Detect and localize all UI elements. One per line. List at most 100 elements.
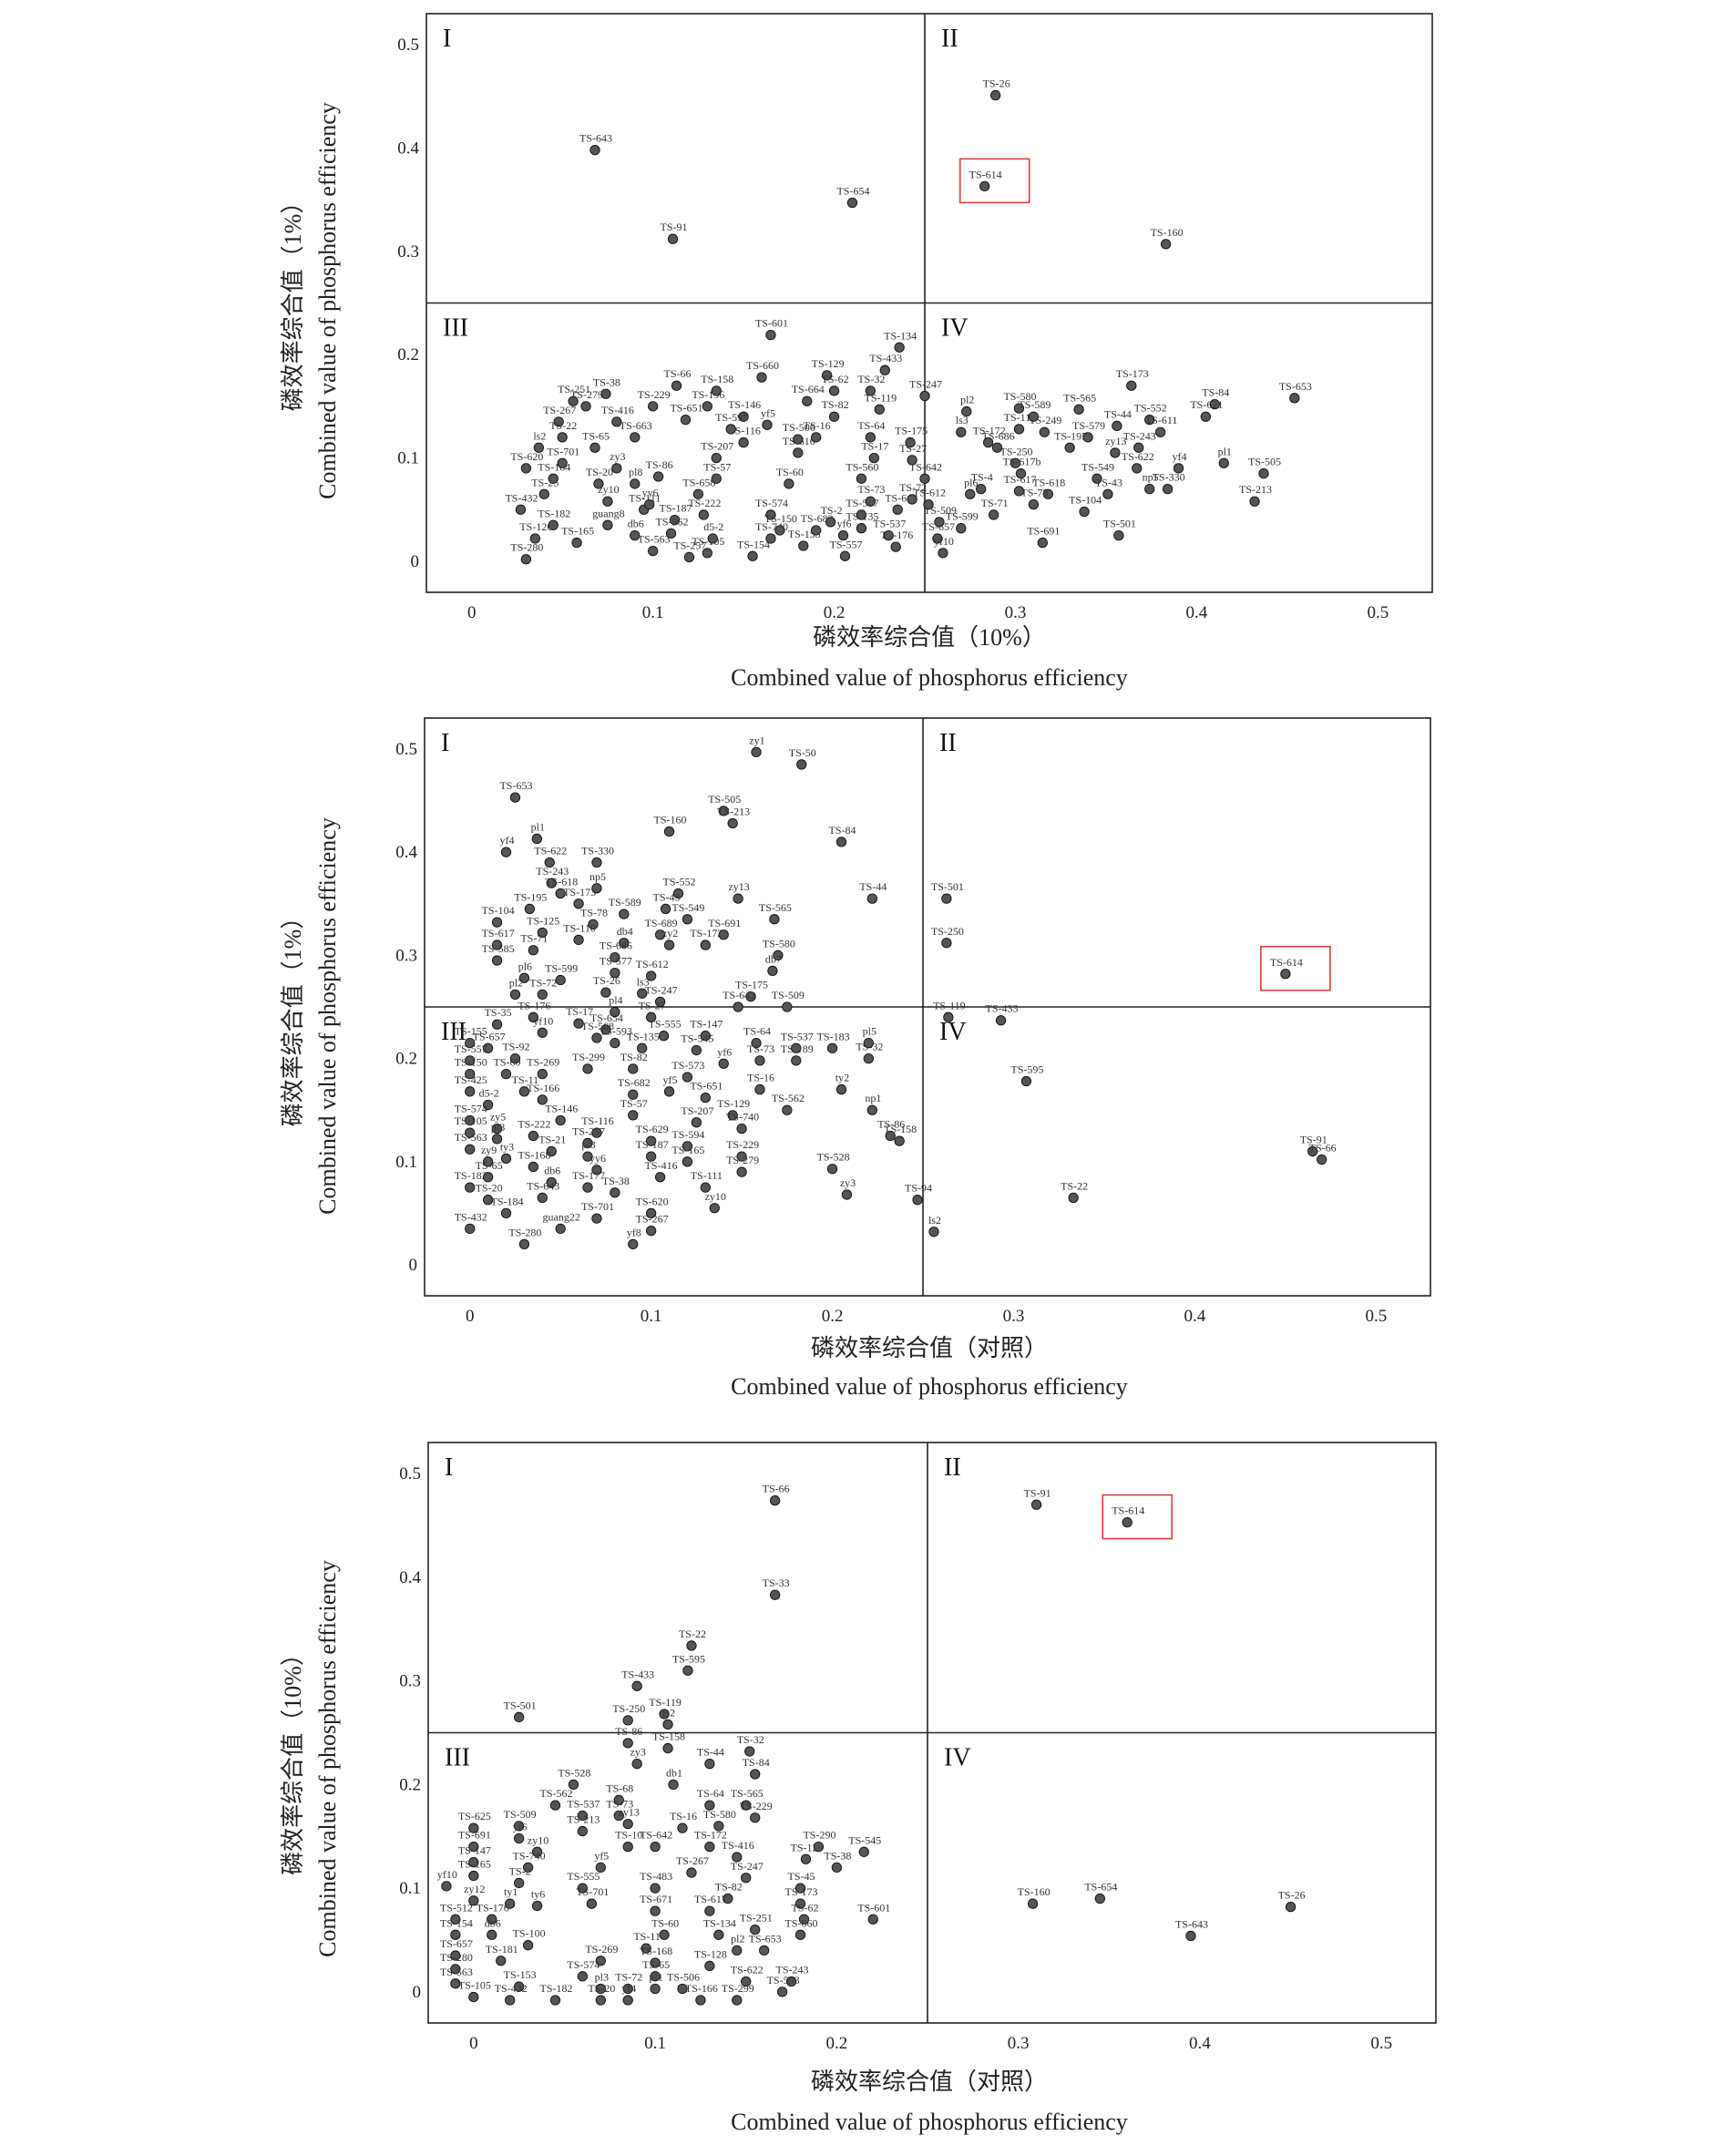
point-label: TS-182 <box>538 507 570 519</box>
data-point <box>491 939 503 950</box>
point-label: TS-601 <box>755 317 788 330</box>
data-point <box>553 416 564 427</box>
point-label: TS-22 <box>679 1627 706 1640</box>
point-label: TS-91 <box>1024 1486 1051 1499</box>
data-point <box>702 548 712 559</box>
point-label: TS-20 <box>476 1182 503 1195</box>
data-point <box>736 1166 747 1177</box>
point-label: TS-60 <box>776 466 804 478</box>
data-point <box>732 1945 743 1956</box>
data-point <box>509 1052 521 1064</box>
point-label: TS-654 <box>836 185 869 198</box>
point-label: TS-44 <box>859 880 887 893</box>
data-point <box>1285 1901 1297 1913</box>
data-point <box>591 1213 602 1224</box>
y-tick-label: 0 <box>411 552 420 571</box>
data-point <box>610 1187 620 1198</box>
point-label: TS-78 <box>580 906 608 919</box>
data-point <box>1112 420 1122 432</box>
point-label: TS-257 <box>572 1124 605 1137</box>
point-label: db6 <box>544 1164 560 1176</box>
data-point <box>683 551 695 563</box>
data-point <box>513 1877 525 1889</box>
data-point <box>672 888 684 899</box>
y-tick-label: 0.3 <box>397 242 419 262</box>
data-point <box>1079 506 1090 518</box>
data-point <box>531 1846 543 1857</box>
quadrant-label: I <box>441 729 449 757</box>
point-label: TS-222 <box>688 497 721 509</box>
data-point <box>528 1130 539 1142</box>
data-point <box>677 1822 688 1833</box>
point-label: TS-651 <box>690 1080 723 1093</box>
data-point <box>879 364 890 375</box>
data-point <box>528 1011 539 1022</box>
point-label: TS-84 <box>829 824 856 837</box>
data-point <box>650 1841 661 1853</box>
data-point <box>800 1853 812 1864</box>
data-point <box>1113 529 1124 541</box>
data-point <box>482 1172 494 1183</box>
point-label: TS-86 <box>877 1118 905 1131</box>
data-point <box>630 432 641 443</box>
data-point <box>776 1987 788 1997</box>
point-label: TS-64 <box>743 1025 771 1038</box>
y-tick-label: 0.3 <box>399 1672 421 1691</box>
point-label: TS-247 <box>645 983 678 996</box>
data-point <box>1042 488 1053 499</box>
data-point <box>1013 403 1025 414</box>
point-label: TS-577 <box>600 955 632 968</box>
point-label: TS-172 <box>973 425 1006 437</box>
data-point <box>1013 486 1025 497</box>
data-point <box>785 1976 797 1987</box>
point-label: d5-2 <box>479 1087 499 1100</box>
data-point <box>1073 404 1084 415</box>
data-point <box>856 473 867 484</box>
point-label: TS-176 <box>477 1901 509 1914</box>
data-point <box>660 903 671 915</box>
point-label: TS-653 <box>499 779 532 792</box>
point-label: TS-425 <box>455 1073 487 1086</box>
data-point <box>677 1983 688 1995</box>
y-tick-label: 0.4 <box>397 139 419 158</box>
data-point <box>662 1742 673 1754</box>
data-point <box>919 473 930 484</box>
data-point <box>765 509 776 520</box>
point-label: TS-116 <box>728 425 761 437</box>
data-point <box>741 1800 752 1811</box>
point-label: TS-213 <box>1239 483 1272 496</box>
data-point <box>548 473 559 484</box>
point-label: TS-22 <box>549 419 577 432</box>
point-label: TS-84 <box>1202 386 1229 399</box>
point-label: TS-128 <box>694 1947 727 1960</box>
x-axis-label-cn: 磷效率综合值（对照） <box>811 1335 1048 1361</box>
point-label: zy10 <box>598 483 619 496</box>
data-point <box>704 1960 715 1972</box>
x-tick-label: 0.3 <box>1005 603 1027 622</box>
data-point <box>711 473 722 484</box>
point-label: TS-110 <box>563 921 596 934</box>
quadrant-label: IV <box>941 314 969 343</box>
data-point <box>628 1238 639 1250</box>
data-point <box>600 1024 611 1035</box>
point-label: TS-701 <box>576 1885 609 1898</box>
point-label: TS-82 <box>822 398 849 411</box>
point-label: TS-416 <box>601 404 634 416</box>
point-label: TS-66 <box>763 1483 790 1495</box>
x-tick-label: 0.4 <box>1184 1307 1206 1326</box>
quadrant-label: I <box>445 1453 453 1482</box>
data-point <box>588 919 599 930</box>
point-label: TS-505 <box>708 793 741 806</box>
data-point <box>784 478 794 489</box>
data-point <box>482 1099 494 1111</box>
data-point <box>577 1825 589 1837</box>
point-label: pl6 <box>964 476 978 488</box>
data-point <box>846 197 858 209</box>
data-point <box>791 1042 802 1053</box>
data-point <box>798 1914 810 1925</box>
y-axis-label-cn: 磷效率综合值（1%） <box>280 906 306 1127</box>
point-label: np1 <box>865 1092 881 1104</box>
data-point <box>941 893 952 904</box>
point-label: TS-20 <box>586 466 613 478</box>
data-point <box>654 1172 666 1183</box>
